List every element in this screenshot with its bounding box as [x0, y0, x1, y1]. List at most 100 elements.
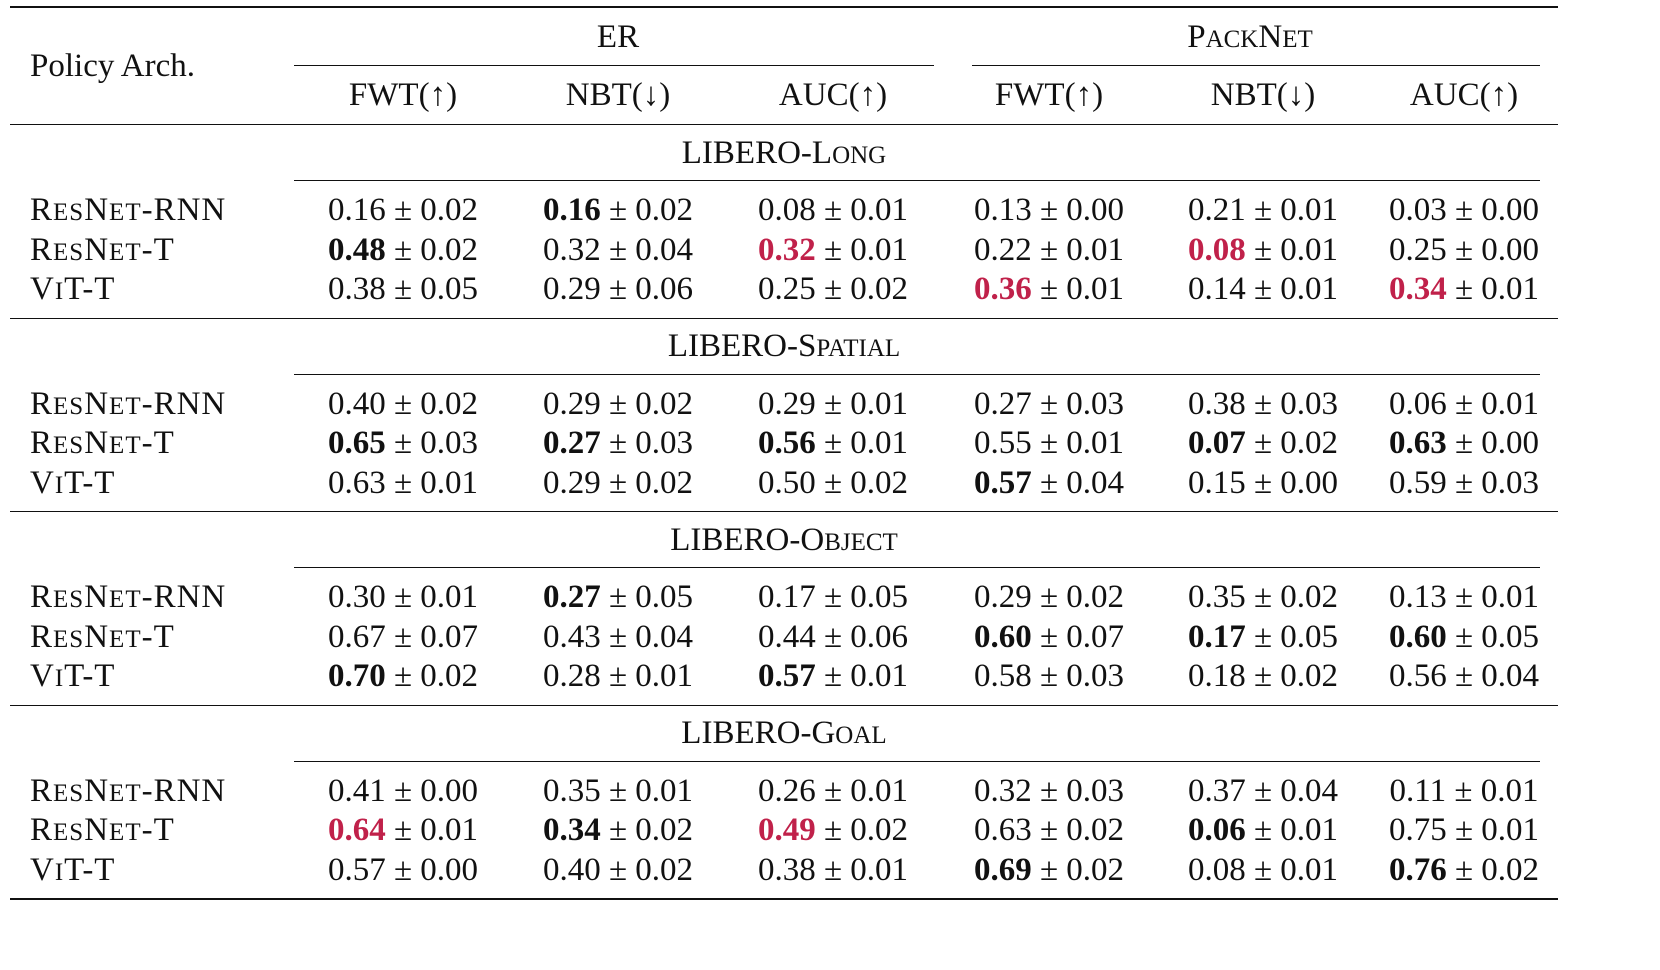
- value-cell-er-fwt: 0.64 ± 0.01: [294, 811, 512, 851]
- std-value: [1032, 579, 1040, 615]
- std-value-text: ± 0.02: [823, 464, 909, 501]
- mean-value: 0.40: [542, 851, 601, 888]
- header-row-metrics: FWT(↑) NBT(↓) AUC(↑) FWT(↑) NBT(↓) AUC(↑…: [10, 66, 1558, 125]
- std-value: [816, 232, 824, 268]
- spacer-row: [10, 762, 1558, 772]
- mean-value: 0.26: [757, 772, 816, 809]
- std-value-text: ± 0.01: [1253, 271, 1339, 308]
- mean-value: 0.18: [1187, 658, 1246, 695]
- value-cell-er-fwt: 0.48 ± 0.02: [294, 231, 512, 271]
- std-value-text: ± 0.02: [608, 464, 694, 501]
- std-value-text: ± 0.01: [823, 385, 909, 422]
- value-cell-packnet-fwt: 0.13 ± 0.00: [942, 191, 1156, 231]
- metric-header-er-fwt: FWT(↑): [348, 76, 458, 113]
- value-cell-er-nbt: 0.27 ± 0.05: [512, 578, 724, 618]
- mean-value: 0.63: [1388, 425, 1447, 462]
- std-value-text: ± 0.02: [1039, 579, 1125, 616]
- std-value: [1246, 192, 1254, 228]
- std-value: [1032, 425, 1040, 461]
- std-value: [1246, 812, 1254, 848]
- std-value: [1032, 192, 1040, 228]
- mean-value: 0.70: [327, 658, 386, 695]
- std-value-text: ± 0.02: [1039, 851, 1125, 888]
- std-value: [1032, 271, 1040, 307]
- suite-header-row: LIBERO-GOAL: [10, 705, 1558, 762]
- std-value: [816, 852, 824, 888]
- std-value: [1246, 386, 1254, 422]
- std-value-text: ± 0.01: [393, 579, 479, 616]
- std-value-text: ± 0.00: [1454, 192, 1540, 229]
- value-cell-packnet-nbt: 0.18 ± 0.02: [1156, 657, 1370, 697]
- mean-value: 0.08: [1187, 231, 1246, 268]
- std-value-text: ± 0.03: [1039, 658, 1125, 695]
- mean-value: 0.59: [1388, 464, 1447, 501]
- spacer-cell: [10, 310, 1558, 319]
- std-value-text: ± 0.02: [1253, 579, 1339, 616]
- mean-value: 0.27: [542, 579, 601, 616]
- suite-name-initial: S: [797, 328, 817, 364]
- std-value-text: ± 0.02: [1253, 658, 1339, 695]
- suite-name-rest: PATIAL: [816, 335, 901, 362]
- policy-arch-cell: VIT-T: [30, 271, 116, 308]
- value-cell-packnet-fwt: 0.55 ± 0.01: [942, 424, 1156, 464]
- value-cell-packnet-auc: 0.75 ± 0.01: [1370, 811, 1558, 851]
- value-cell-packnet-auc: 0.03 ± 0.00: [1370, 191, 1558, 231]
- std-value: [1246, 232, 1254, 268]
- mean-value: 0.36: [973, 271, 1032, 308]
- value-cell-packnet-fwt: 0.36 ± 0.01: [942, 270, 1156, 310]
- std-value: [1246, 425, 1254, 461]
- value-cell-er-auc: 0.26 ± 0.01: [724, 772, 942, 812]
- header-row-groups: Policy Arch. ER PACKNET: [10, 7, 1558, 82]
- policy-arch-cell: VIT-T: [30, 658, 116, 695]
- value-cell-er-auc: 0.29 ± 0.01: [724, 385, 942, 425]
- spacer-row: [10, 697, 1558, 706]
- value-cell-packnet-auc: 0.25 ± 0.00: [1370, 231, 1558, 271]
- mean-value: 0.44: [757, 618, 816, 655]
- mean-value: 0.40: [327, 385, 386, 422]
- std-value: [1032, 232, 1040, 268]
- table-row: VIT-T 0.70 ± 0.02 0.28 ± 0.01 0.57 ± 0.01 0.…: [10, 657, 1558, 697]
- table-row: RESNET-T 0.64 ± 0.01 0.34 ± 0.02 0.49 ± 0.0…: [10, 811, 1558, 851]
- std-value: [1447, 465, 1455, 501]
- std-value-text: ± 0.02: [1253, 425, 1339, 462]
- value-cell-er-auc: 0.44 ± 0.06: [724, 618, 942, 658]
- policy-arch-cell: RESNET-RNN: [30, 772, 227, 809]
- spacer-cell: [10, 697, 1558, 706]
- std-value: [1246, 271, 1254, 307]
- value-cell-er-fwt: 0.65 ± 0.03: [294, 424, 512, 464]
- value-cell-packnet-fwt: 0.32 ± 0.03: [942, 772, 1156, 812]
- spacer-cell: [10, 762, 1558, 772]
- suite-prefix: LIBERO-: [667, 328, 798, 364]
- value-cell-er-fwt: 0.63 ± 0.01: [294, 464, 512, 504]
- mean-value: 0.56: [1388, 658, 1447, 695]
- std-value: [1032, 465, 1040, 501]
- mean-value: 0.48: [327, 231, 386, 268]
- value-cell-er-auc: 0.49 ± 0.02: [724, 811, 942, 851]
- mean-value: 0.76: [1388, 851, 1447, 888]
- group-er-label: ER: [596, 18, 640, 55]
- mean-value: 0.35: [1187, 579, 1246, 616]
- value-cell-packnet-auc: 0.56 ± 0.04: [1370, 657, 1558, 697]
- std-value-text: ± 0.02: [823, 812, 909, 849]
- mean-value: 0.67: [327, 618, 386, 655]
- mean-value: 0.17: [1187, 618, 1246, 655]
- suite-underline: [294, 760, 1540, 762]
- std-value-text: ± 0.03: [1039, 385, 1125, 422]
- std-value-text: ± 0.01: [1039, 425, 1125, 462]
- suite-prefix: LIBERO-: [670, 521, 801, 558]
- value-cell-er-nbt: 0.35 ± 0.01: [512, 772, 724, 812]
- value-cell-packnet-nbt: 0.08 ± 0.01: [1156, 851, 1370, 891]
- value-cell-er-fwt: 0.41 ± 0.00: [294, 772, 512, 812]
- std-value: [601, 465, 609, 501]
- std-value: [816, 271, 824, 307]
- std-value: [386, 465, 394, 501]
- value-cell-packnet-nbt: 0.08 ± 0.01: [1156, 231, 1370, 271]
- spacer-row: [10, 568, 1558, 578]
- group-packnet-label: PACKNET: [1187, 18, 1313, 55]
- suite-name-rest: ONG: [832, 141, 887, 169]
- value-cell-packnet-auc: 0.34 ± 0.01: [1370, 270, 1558, 310]
- std-value: [816, 579, 824, 615]
- std-value: [1447, 425, 1455, 461]
- mean-value: 0.35: [542, 772, 601, 809]
